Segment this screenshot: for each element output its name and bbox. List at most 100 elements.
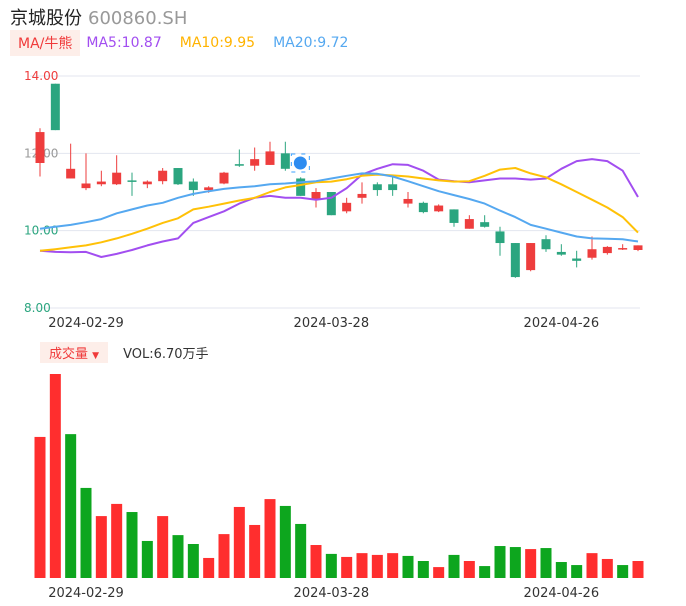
candle-body bbox=[510, 243, 520, 278]
stock-name: 京城股份 bbox=[10, 8, 82, 29]
candle bbox=[173, 168, 183, 186]
volume-bar bbox=[80, 487, 92, 578]
x-tick-label: 2024-03-28 bbox=[294, 316, 370, 331]
ma10-line bbox=[39, 167, 639, 252]
candle-body bbox=[449, 209, 459, 223]
volume-bar bbox=[463, 561, 475, 578]
candle bbox=[602, 246, 612, 255]
marker-frame bbox=[290, 153, 310, 173]
volume-bar bbox=[387, 553, 399, 578]
candle bbox=[342, 197, 352, 214]
ma20-line bbox=[39, 172, 639, 243]
candle-body bbox=[158, 170, 168, 182]
volume-bar bbox=[95, 516, 107, 578]
x-tick-label: 2024-04-26 bbox=[524, 316, 600, 331]
candle-body bbox=[495, 231, 505, 244]
candle bbox=[50, 83, 60, 131]
ma20-label: MA20:9.72 bbox=[273, 35, 349, 51]
candle bbox=[219, 171, 229, 185]
candle bbox=[464, 215, 474, 229]
volume-bar bbox=[141, 540, 153, 578]
candle bbox=[326, 192, 336, 216]
candle bbox=[556, 244, 566, 256]
volume-bar bbox=[356, 553, 368, 578]
stock-code: 600860.SH bbox=[88, 8, 188, 29]
x-tick-label: 2024-02-29 bbox=[48, 316, 124, 331]
volume-bar bbox=[279, 505, 291, 578]
candle-body bbox=[342, 202, 352, 212]
candle bbox=[541, 235, 551, 252]
candle bbox=[234, 149, 244, 167]
volume-bar bbox=[571, 565, 583, 578]
volume-bar bbox=[218, 534, 230, 578]
candle-body bbox=[434, 205, 444, 212]
candle-body bbox=[81, 183, 91, 189]
candle bbox=[388, 174, 398, 196]
candle-body bbox=[388, 184, 398, 191]
candle bbox=[311, 188, 321, 208]
candle-body bbox=[35, 132, 45, 163]
volume-bar bbox=[233, 506, 245, 578]
candle-body bbox=[219, 172, 229, 184]
event-marker-icon bbox=[290, 153, 310, 173]
volume-bar bbox=[525, 549, 537, 578]
volume-bar bbox=[479, 566, 491, 578]
volume-bar bbox=[111, 503, 123, 578]
ma-indicator-button[interactable]: MA/牛熊 bbox=[10, 30, 81, 56]
candle-body bbox=[357, 193, 367, 198]
candle-body bbox=[480, 222, 490, 227]
candle-body bbox=[326, 192, 336, 216]
volume-bar bbox=[586, 553, 598, 578]
volume-bar bbox=[494, 546, 506, 578]
candle bbox=[158, 168, 168, 185]
candle-body bbox=[66, 168, 76, 179]
candle bbox=[434, 204, 444, 213]
volume-bar bbox=[341, 556, 353, 578]
y-tick-label: 10.00 bbox=[24, 224, 58, 238]
volume-bar bbox=[249, 524, 261, 578]
volume-indicator-dropdown[interactable]: 成交量 ▼ bbox=[40, 342, 109, 363]
candle bbox=[403, 192, 413, 208]
candle-body bbox=[50, 83, 60, 131]
candle bbox=[587, 236, 597, 260]
candle-body bbox=[372, 184, 382, 191]
volume-bar bbox=[617, 565, 629, 578]
candle-body bbox=[464, 219, 474, 229]
volume-bar bbox=[540, 548, 552, 578]
volume-bar bbox=[325, 553, 337, 578]
candle bbox=[633, 245, 643, 252]
y-tick-label: 8.00 bbox=[24, 301, 51, 315]
candle-body bbox=[173, 168, 183, 185]
candle bbox=[526, 243, 536, 272]
volume-bar bbox=[264, 499, 276, 578]
volume-bar bbox=[187, 544, 199, 578]
candle bbox=[296, 177, 306, 196]
candle bbox=[495, 226, 505, 256]
candle-body bbox=[633, 245, 643, 250]
candle bbox=[280, 141, 290, 171]
candle bbox=[372, 182, 382, 196]
y-tick-label: 14.00 bbox=[24, 69, 58, 83]
candle bbox=[449, 209, 459, 227]
ma5-line bbox=[39, 158, 639, 258]
candle-body bbox=[96, 181, 106, 185]
candle-body bbox=[526, 243, 536, 271]
candle bbox=[35, 128, 45, 177]
candle-body bbox=[250, 159, 260, 166]
volume-bar bbox=[601, 558, 613, 578]
candle bbox=[357, 182, 367, 204]
candle-body bbox=[618, 248, 628, 250]
dropdown-arrow-icon: ▼ bbox=[92, 351, 100, 361]
volume-x-tick-label: 2024-03-28 bbox=[294, 586, 370, 601]
volume-bar bbox=[448, 554, 460, 578]
volume-bar bbox=[632, 561, 644, 578]
volume-bar bbox=[371, 554, 383, 578]
candle-body bbox=[556, 251, 566, 255]
candle-body bbox=[127, 180, 137, 182]
volume-bar bbox=[402, 555, 414, 578]
candle bbox=[265, 141, 275, 165]
candle bbox=[112, 155, 122, 186]
candle bbox=[250, 147, 260, 171]
